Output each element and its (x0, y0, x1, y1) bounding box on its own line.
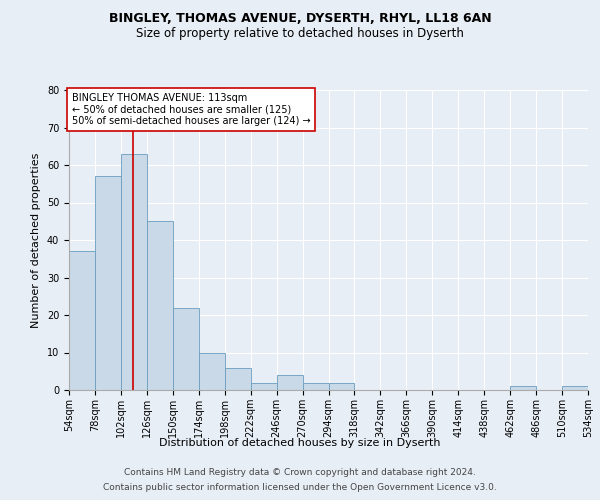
Text: Size of property relative to detached houses in Dyserth: Size of property relative to detached ho… (136, 28, 464, 40)
Y-axis label: Number of detached properties: Number of detached properties (31, 152, 41, 328)
Bar (121, 154, 147, 390)
Bar (199, 352, 224, 390)
Bar (302, 382, 329, 390)
Bar (224, 368, 251, 390)
Text: BINGLEY THOMAS AVENUE: 113sqm
← 50% of detached houses are smaller (125)
50% of : BINGLEY THOMAS AVENUE: 113sqm ← 50% of d… (71, 93, 310, 126)
Bar (69, 251, 95, 390)
Bar (562, 386, 588, 390)
Bar (510, 386, 536, 390)
Bar (147, 221, 173, 390)
Bar (173, 308, 199, 390)
Bar (251, 382, 277, 390)
Text: Contains HM Land Registry data © Crown copyright and database right 2024.: Contains HM Land Registry data © Crown c… (124, 468, 476, 477)
Bar (329, 382, 355, 390)
Bar (277, 375, 302, 390)
Text: Distribution of detached houses by size in Dyserth: Distribution of detached houses by size … (159, 438, 441, 448)
Text: Contains public sector information licensed under the Open Government Licence v3: Contains public sector information licen… (103, 483, 497, 492)
Bar (95, 176, 121, 390)
Text: BINGLEY, THOMAS AVENUE, DYSERTH, RHYL, LL18 6AN: BINGLEY, THOMAS AVENUE, DYSERTH, RHYL, L… (109, 12, 491, 26)
